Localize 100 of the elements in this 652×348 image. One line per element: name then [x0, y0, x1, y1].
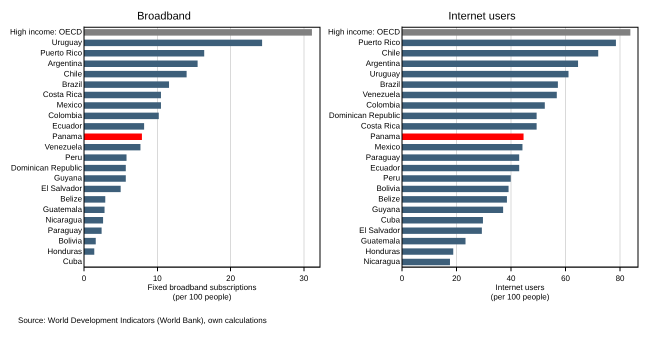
y-tick-label: Guatemala	[360, 236, 401, 246]
bar	[84, 248, 94, 255]
bar	[402, 70, 569, 78]
y-tick-label: Argentina	[48, 58, 83, 68]
bar	[402, 227, 482, 234]
y-tick-label: Brazil	[62, 80, 82, 89]
bar	[84, 144, 140, 150]
bar	[84, 29, 312, 36]
y-tick-label: High income: OECD	[328, 28, 400, 37]
y-tick-label: Nicaragua	[364, 257, 401, 266]
bar	[402, 134, 524, 140]
y-tick-label: Guyana	[372, 205, 401, 214]
y-tick-label: Paraguay	[366, 152, 400, 162]
y-tick-label: Chile	[382, 48, 401, 58]
y-tick-label: Peru	[65, 152, 82, 162]
bar	[402, 196, 507, 203]
bar	[402, 164, 520, 172]
y-tick-label: Ecuador	[52, 122, 82, 131]
y-tick-label: Uruguay	[370, 69, 400, 78]
y-tick-label: Guatemala	[42, 205, 83, 214]
bar	[402, 102, 545, 109]
bar	[402, 217, 483, 224]
y-tick-label: Costa Rica	[360, 122, 401, 131]
bar	[84, 92, 161, 98]
bar	[84, 164, 126, 172]
bar	[84, 112, 159, 120]
bar	[84, 206, 105, 214]
bar	[402, 154, 520, 161]
bar	[402, 50, 598, 57]
y-tick-label: Nicaragua	[46, 215, 83, 224]
bar	[402, 238, 466, 244]
y-tick-label: Chile	[64, 69, 83, 78]
bar	[84, 123, 144, 130]
x-tick-label: 40	[506, 274, 516, 284]
bar	[402, 92, 557, 98]
bar	[84, 227, 102, 234]
bar	[402, 60, 578, 67]
y-tick-label: Bolivia	[58, 236, 83, 246]
bar	[84, 40, 262, 46]
y-tick-label: Colombia	[366, 100, 401, 110]
bar	[84, 102, 161, 109]
bar	[402, 258, 450, 266]
y-tick-label: Colombia	[48, 111, 83, 120]
bar	[84, 196, 106, 203]
y-tick-label: Costa Rica	[42, 90, 83, 100]
bar	[402, 29, 630, 36]
bar	[402, 248, 454, 255]
y-tick-label: Honduras	[365, 246, 400, 256]
y-tick-label: Puerto Rico	[358, 38, 401, 48]
x-tick-label: 20	[452, 274, 462, 284]
bar	[402, 123, 537, 130]
chart-title: Broadband	[137, 10, 191, 23]
x-tick-label: 0	[82, 274, 87, 284]
y-tick-label: Paraguay	[48, 226, 82, 235]
x-axis-title: Fixed broadband subscriptions (per 100 people)	[148, 282, 256, 302]
y-tick-label: Venezuela	[44, 142, 83, 152]
y-tick-label: Bolivia	[376, 184, 401, 194]
bar	[84, 238, 96, 244]
bar	[402, 112, 537, 120]
bar	[84, 70, 187, 78]
y-tick-label: Venezuela	[362, 90, 401, 100]
bar	[402, 40, 616, 46]
x-tick-label: 0	[400, 274, 405, 284]
y-tick-label: El Salvador	[41, 184, 82, 194]
y-tick-label: Panama	[52, 132, 83, 141]
y-tick-label: Cuba	[62, 257, 83, 266]
y-tick-label: Mexico	[56, 100, 83, 110]
bar	[402, 81, 558, 88]
x-tick-label: 20	[226, 274, 236, 284]
bar	[402, 186, 509, 192]
y-tick-label: Cuba	[380, 215, 401, 224]
y-tick-label: Honduras	[47, 246, 82, 256]
y-tick-label: Guyana	[54, 174, 83, 183]
bar	[84, 134, 142, 140]
y-tick-label: El Salvador	[359, 226, 400, 235]
y-tick-label: Mexico	[374, 142, 401, 152]
bar	[84, 186, 121, 192]
bar	[84, 60, 198, 67]
bar	[84, 81, 170, 88]
y-tick-label: Argentina	[366, 58, 401, 68]
y-tick-label: Puerto Rico	[40, 48, 83, 58]
y-tick-label: Panama	[370, 132, 401, 141]
bar	[84, 217, 104, 224]
x-axis-title: Internet users (per 100 people)	[490, 282, 550, 302]
source-note: Source: World Development Indicators (World Bank), own calculations	[18, 316, 268, 325]
bar	[402, 206, 504, 214]
chart-title: Internet users	[448, 10, 516, 23]
bar	[84, 50, 204, 57]
x-tick-label: 60	[561, 274, 571, 284]
x-tick-label: 10	[152, 274, 162, 284]
bar	[402, 144, 522, 150]
y-tick-label: Ecuador	[370, 163, 400, 172]
bar	[84, 154, 127, 161]
y-tick-label: Belize	[60, 194, 83, 204]
y-tick-label: Uruguay	[52, 38, 82, 48]
y-tick-label: High income: OECD	[10, 28, 82, 37]
x-tick-label: 30	[299, 274, 309, 284]
bar	[84, 175, 126, 182]
bar	[402, 175, 511, 182]
x-tick-label: 80	[616, 274, 626, 284]
